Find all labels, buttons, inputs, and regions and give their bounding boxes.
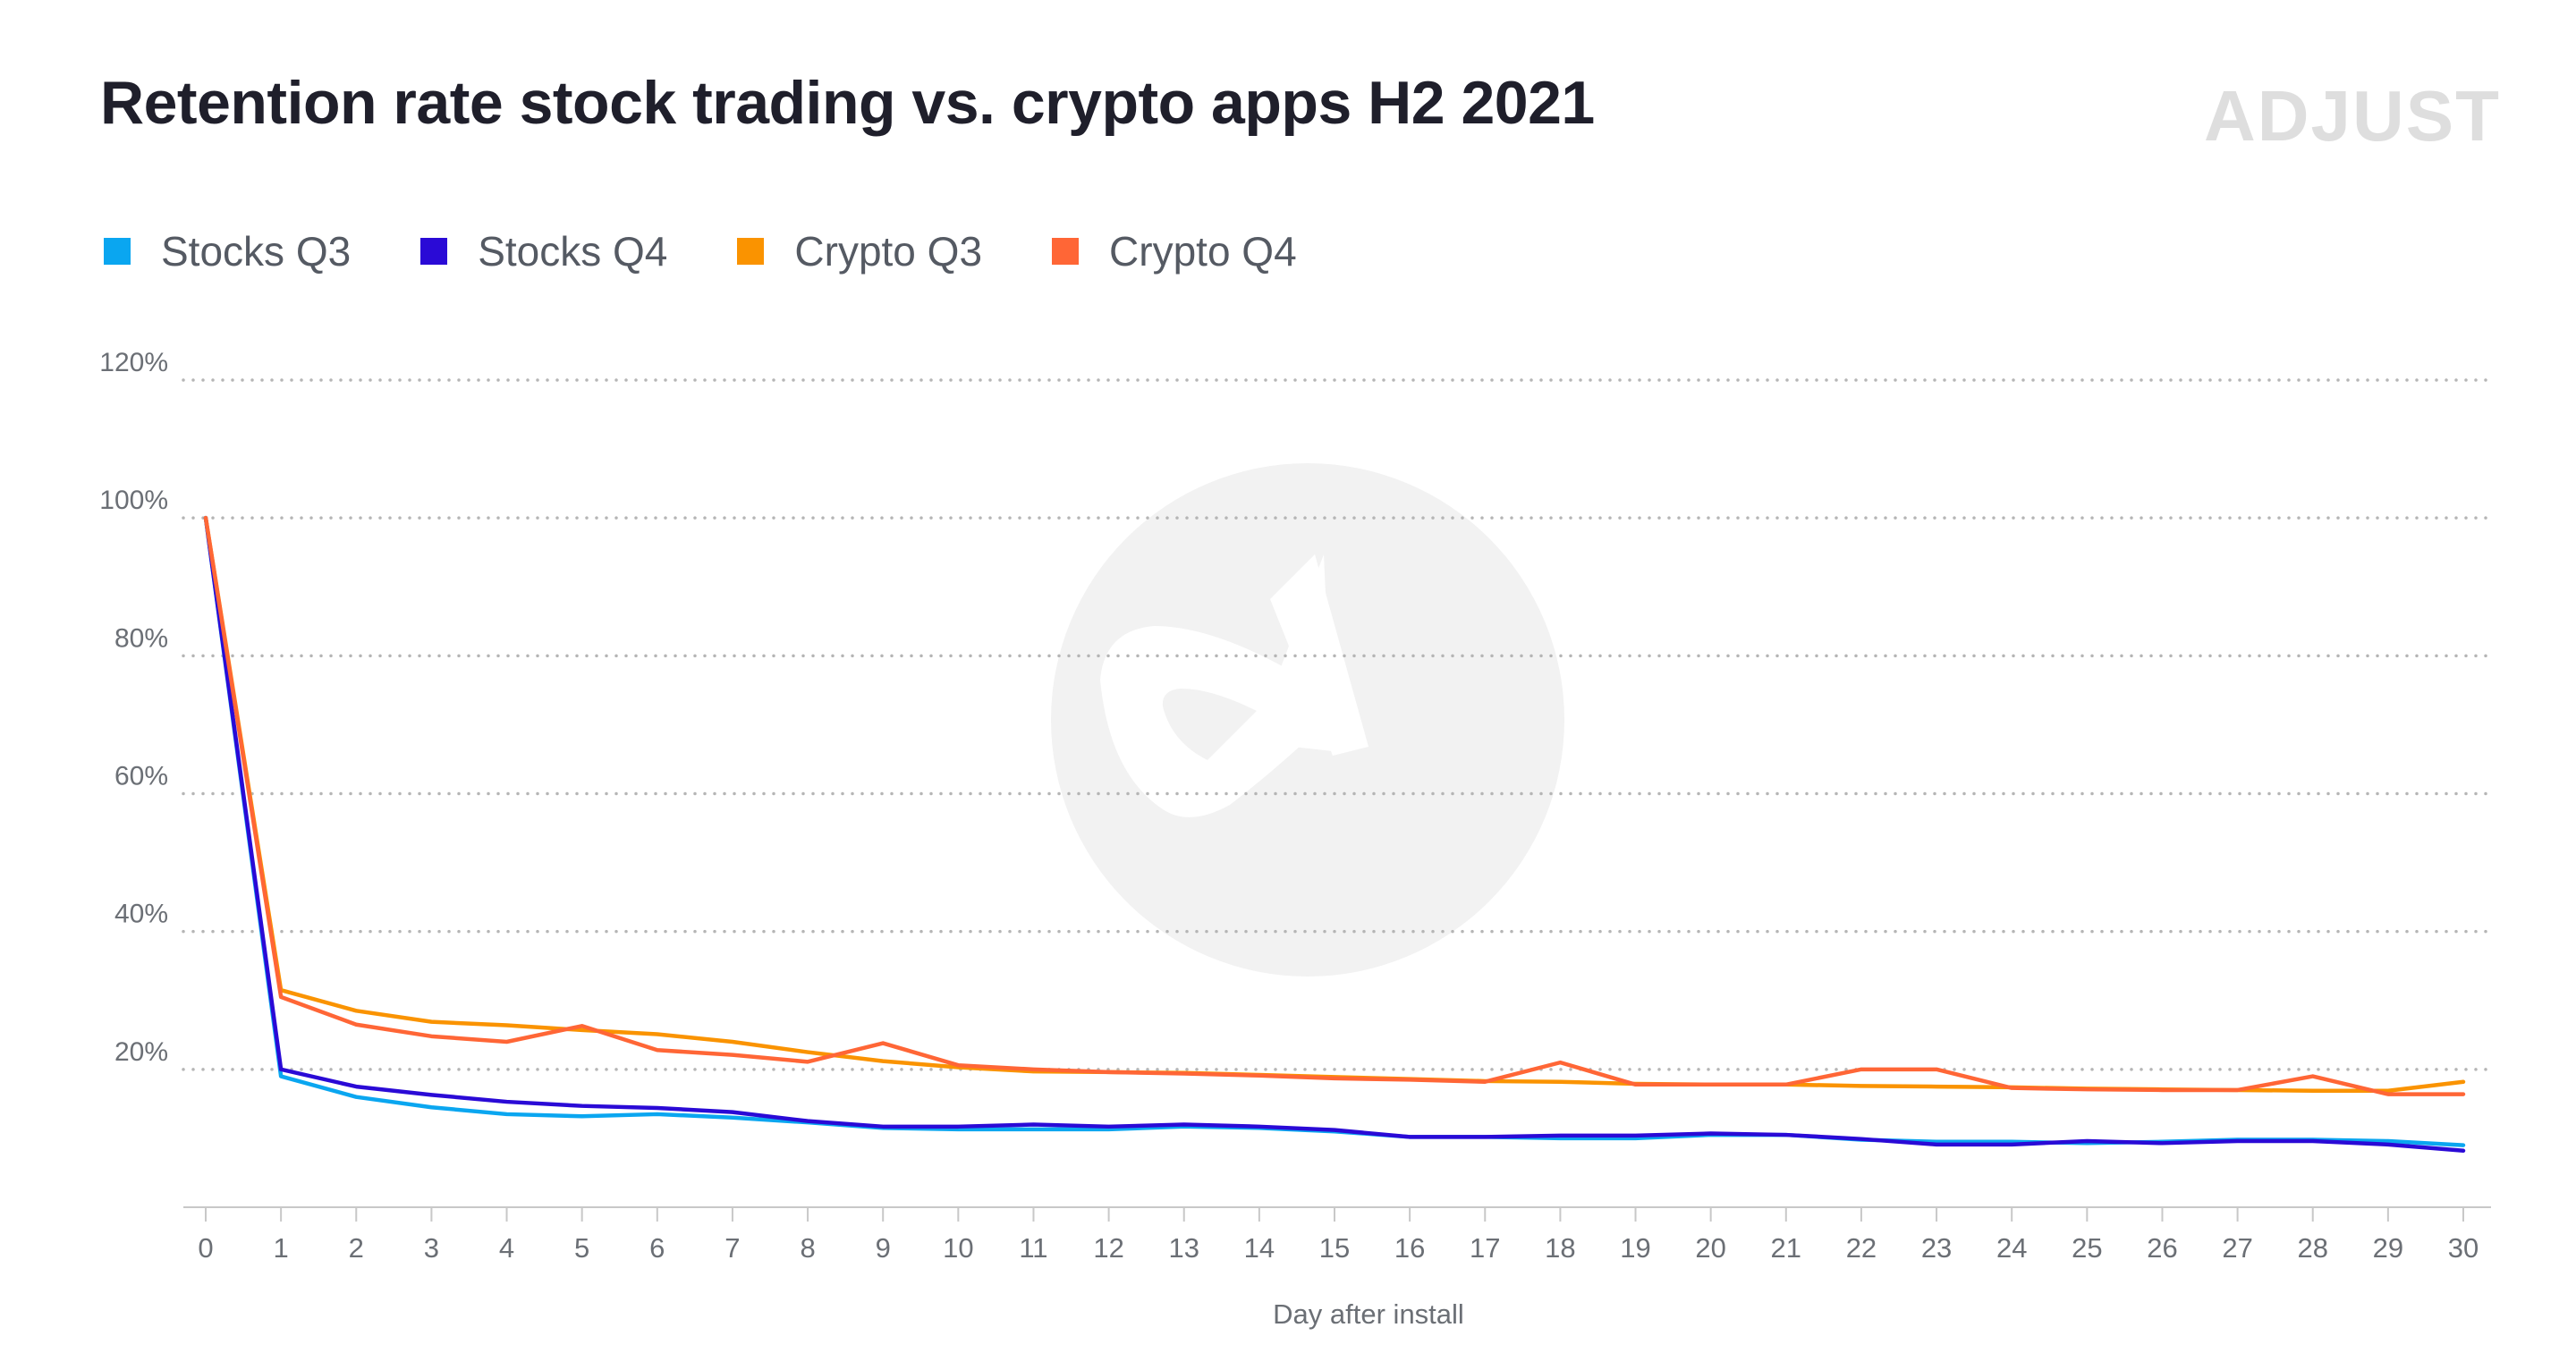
- legend-swatch-crypto-q3: [737, 238, 765, 265]
- x-tick-label: 18: [1545, 1232, 1575, 1264]
- x-tick-label: 29: [2373, 1232, 2403, 1264]
- x-tick-label: 27: [2222, 1232, 2252, 1264]
- x-tick-label: 14: [1244, 1232, 1275, 1264]
- x-tick-label: 25: [2072, 1232, 2102, 1264]
- x-tick-label: 13: [1168, 1232, 1199, 1264]
- x-tick-label: 1: [274, 1232, 289, 1264]
- x-tick-label: 23: [1921, 1232, 1952, 1264]
- x-tick-label: 9: [876, 1232, 891, 1264]
- x-tick-label: 16: [1394, 1232, 1425, 1264]
- legend: Stocks Q3 Stocks Q4 Crypto Q3 Crypto Q4: [104, 227, 1367, 275]
- x-axis: 0 1 2 3 4 5 6 7 8 9 10 11 12 13 14 15 16 17 18 19 20 21 22 23 24…: [183, 1206, 2491, 1264]
- x-tick-label: 20: [1695, 1232, 1725, 1264]
- x-tick-label: 4: [499, 1232, 514, 1264]
- chart-title: Retention rate stock trading vs. crypto …: [100, 69, 1595, 137]
- x-tick-label: 3: [424, 1232, 439, 1264]
- legend-item-crypto-q3: Crypto Q3: [737, 227, 982, 275]
- y-tick-label: 100%: [99, 486, 168, 515]
- legend-label-crypto-q4: Crypto Q4: [1109, 228, 1297, 275]
- legend-label-stocks-q4: Stocks Q4: [478, 228, 668, 275]
- x-tick-label: 7: [724, 1232, 740, 1264]
- x-tick-label: 24: [1996, 1232, 2027, 1264]
- adjust-logo-icon: [1051, 463, 1564, 977]
- legend-swatch-stocks-q3: [104, 238, 131, 265]
- x-axis-label: Day after install: [1273, 1298, 1464, 1330]
- legend-item-crypto-q4: Crypto Q4: [1052, 227, 1297, 275]
- y-axis-ticks: 20% 40% 60% 80% 100% 120%: [99, 348, 168, 1067]
- y-tick-label: 40%: [114, 900, 168, 929]
- x-tick-label: 11: [1019, 1232, 1047, 1264]
- x-tick-label: 22: [1846, 1232, 1877, 1264]
- y-tick-label: 60%: [114, 762, 168, 791]
- series-line-crypto-q4: [203, 515, 2466, 1096]
- x-tick-label: 30: [2448, 1232, 2479, 1264]
- x-tick-label: 2: [349, 1232, 364, 1264]
- y-tick-label: 80%: [114, 623, 168, 653]
- x-tick-label: 12: [1093, 1232, 1123, 1264]
- x-tick-label: 26: [2147, 1232, 2177, 1264]
- x-tick-label: 21: [1771, 1232, 1801, 1264]
- legend-label-stocks-q3: Stocks Q3: [161, 228, 352, 275]
- legend-swatch-crypto-q4: [1052, 238, 1080, 265]
- y-tick-label: 20%: [114, 1037, 168, 1067]
- x-tick-label: 28: [2297, 1232, 2327, 1264]
- brand-logo: ADJUST: [2203, 76, 2501, 156]
- x-tick-label: 19: [1620, 1232, 1650, 1264]
- series-lines: [203, 515, 2466, 1154]
- legend-item-stocks-q4: Stocks Q4: [420, 227, 667, 275]
- x-tick-label: 10: [943, 1232, 973, 1264]
- x-tick-label: 15: [1319, 1232, 1350, 1264]
- legend-swatch-stocks-q4: [420, 238, 448, 265]
- series-line-stocks-q4: [203, 515, 2466, 1154]
- x-tick-label: 5: [574, 1232, 589, 1264]
- legend-item-stocks-q3: Stocks Q3: [104, 227, 351, 275]
- x-tick-label: 17: [1470, 1232, 1500, 1264]
- x-tick-label: 0: [198, 1232, 213, 1264]
- y-tick-label: 120%: [99, 348, 168, 377]
- grid-lines: [182, 378, 2493, 1071]
- x-tick-label: 8: [800, 1232, 815, 1264]
- x-tick-label: 6: [649, 1232, 665, 1264]
- legend-label-crypto-q3: Crypto Q3: [794, 228, 983, 275]
